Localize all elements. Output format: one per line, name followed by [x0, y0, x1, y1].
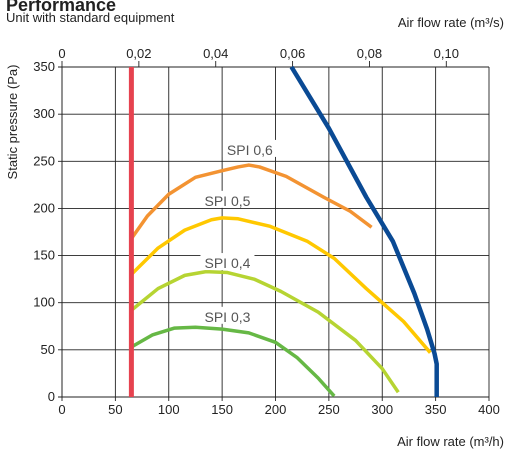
top-tick-label: 0 — [58, 46, 65, 61]
series-label-bg — [200, 253, 255, 271]
x-tick-label: 350 — [425, 402, 447, 417]
x-tick-label: 200 — [265, 402, 287, 417]
x-tick-label: 0 — [58, 402, 65, 417]
series-label-bg — [200, 306, 255, 324]
y-tick-label: 100 — [33, 295, 55, 310]
series-label: SPI 0,3 — [205, 309, 251, 325]
max-flow-curve — [289, 65, 439, 397]
y-tick-label: 0 — [48, 389, 55, 404]
x-tick-label: 400 — [478, 402, 500, 417]
top-tick-label: 0,10 — [434, 46, 459, 61]
y-tick-label: 50 — [41, 342, 55, 357]
x-tick-label: 300 — [371, 402, 393, 417]
series-label: SPI 0,6 — [227, 142, 273, 158]
x-tick-label: 150 — [211, 402, 233, 417]
series-label-bg — [200, 190, 255, 208]
spi-curve-spi-0-3 — [130, 325, 336, 398]
y-tick-label: 350 — [33, 59, 55, 74]
spi-curve-spi-0-5 — [130, 216, 432, 354]
series-layer — [128, 65, 439, 398]
top-tick-label: 0,04 — [203, 46, 228, 61]
chart-title: Performance — [6, 0, 116, 15]
grid-layer — [58, 61, 490, 401]
chart-subtitle: Unit with standard equipment — [6, 10, 175, 25]
spi-curve-spi-0-4 — [130, 269, 400, 394]
series-label-bg — [222, 139, 277, 157]
y-tick-label: 200 — [33, 200, 55, 215]
y-tick-label: 300 — [33, 106, 55, 121]
bottom-axis-title: Air flow rate (m³/h) — [397, 434, 504, 449]
top-tick-label: 0,02 — [126, 46, 151, 61]
top-tick-label: 0,08 — [357, 46, 382, 61]
spi-curve-spi-0-6 — [129, 163, 373, 240]
top-axis-title: Air flow rate (m³/s) — [398, 15, 504, 30]
x-tick-label: 50 — [108, 402, 122, 417]
y-axis-title: Static pressure (Pa) — [5, 65, 20, 180]
x-tick-label: 250 — [318, 402, 340, 417]
top-tick-label: 0,06 — [280, 46, 305, 61]
y-tick-label: 250 — [33, 153, 55, 168]
series-label: SPI 0,4 — [205, 255, 251, 271]
series-label: SPI 0,5 — [205, 193, 251, 209]
y-tick-label: 150 — [33, 248, 55, 263]
series-label-layer: SPI 0,6 SPI 0,5 SPI 0,4 SPI 0,3 — [200, 139, 277, 325]
x-tick-label: 100 — [158, 402, 180, 417]
